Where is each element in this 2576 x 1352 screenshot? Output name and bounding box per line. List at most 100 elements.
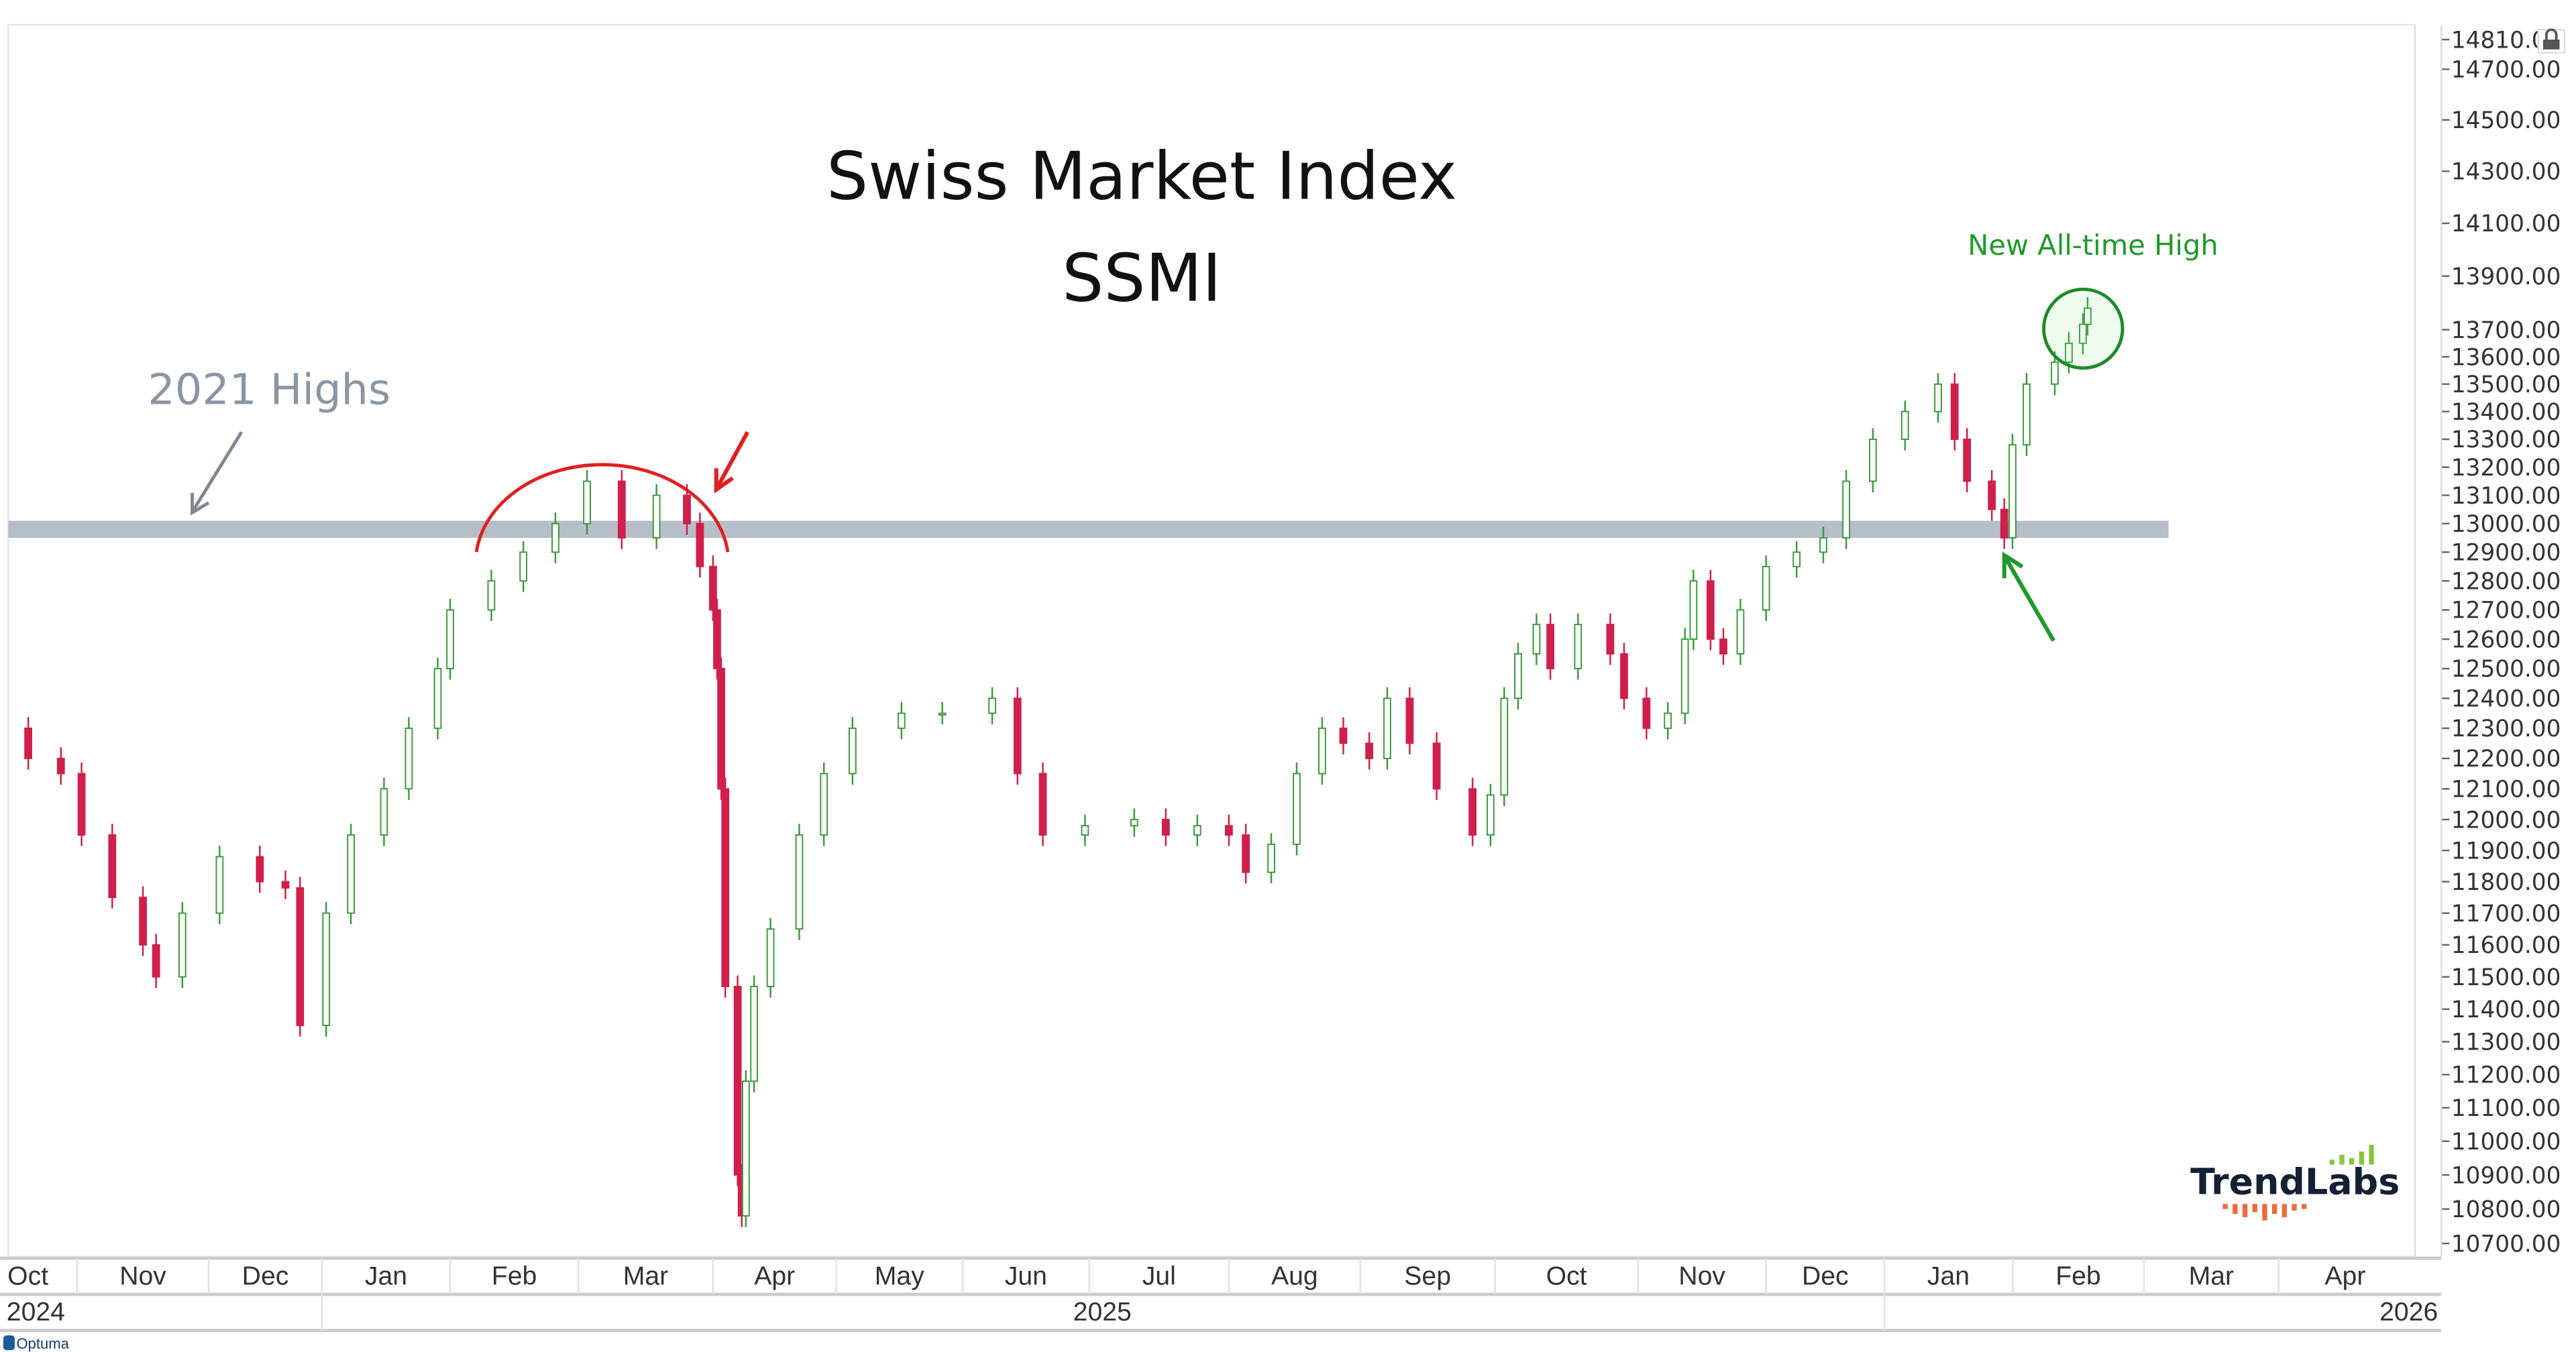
candle: [1365, 732, 1374, 770]
candle-body: [652, 494, 661, 539]
candle-body: [1500, 697, 1509, 796]
candle: [708, 555, 717, 622]
candle-body: [433, 668, 442, 729]
x-month-label: Oct: [1546, 1261, 1587, 1290]
candle: [1706, 569, 1715, 651]
candle-body: [2023, 383, 2031, 446]
candle: [1514, 642, 1522, 710]
x-month-label: Apr: [754, 1261, 795, 1290]
candle: [696, 512, 704, 578]
candle-body: [1339, 727, 1348, 744]
candle-body: [1486, 794, 1495, 836]
x-month-label: Feb: [492, 1261, 537, 1290]
candle-body: [1365, 742, 1374, 759]
candle-body: [795, 834, 804, 930]
ath-circle: [2042, 287, 2125, 370]
candle: [108, 824, 117, 909]
y-tick-label: 11100.00: [2451, 1095, 2561, 1122]
candle-body: [766, 928, 775, 988]
candle-body: [178, 912, 186, 978]
candle-body: [1689, 580, 1698, 640]
candle: [178, 902, 186, 989]
candle: [2000, 498, 2008, 549]
candle: [1950, 373, 1959, 451]
candle: [1013, 687, 1022, 785]
candle-body: [1514, 653, 1522, 699]
candle: [733, 975, 742, 1186]
candle: [1405, 687, 1414, 754]
y-tick-label: 14810.0: [2451, 27, 2546, 54]
candle-body: [152, 944, 160, 978]
y-tick-label: 13300.00: [2451, 427, 2561, 453]
candle-body: [2084, 307, 2092, 325]
candle: [2084, 297, 2092, 336]
candle: [1193, 814, 1201, 846]
y-tick-label: 11700.00: [2451, 901, 2561, 927]
candle-body: [1736, 609, 1745, 655]
candle: [1642, 687, 1651, 740]
lock-icon[interactable]: [2537, 28, 2566, 54]
candle: [617, 470, 626, 549]
candle: [1318, 717, 1326, 785]
candle: [519, 541, 528, 592]
candle: [1988, 470, 1996, 521]
x-axis: Oct Nov Dec Jan Feb Mar Apr May Jun Jul Aug Sep Oct N…: [0, 1256, 2576, 1333]
green-arrow-icon: [2002, 551, 2055, 642]
candle: [1574, 613, 1582, 680]
candle: [717, 657, 725, 800]
plot-area[interactable]: [7, 23, 2416, 1257]
candle-body: [1383, 697, 1391, 759]
candle: [56, 747, 65, 785]
candle: [1130, 808, 1138, 837]
candle-body: [1193, 825, 1201, 836]
x-month-label: Jul: [1142, 1261, 1176, 1290]
candle: [347, 824, 356, 925]
candle-body: [1706, 580, 1715, 640]
candle: [281, 870, 290, 899]
candle: [1869, 428, 1877, 493]
candle: [583, 470, 591, 535]
candle-body: [77, 773, 86, 836]
ath-label: New All-time High: [1968, 229, 2218, 262]
candle: [721, 777, 730, 998]
candle: [77, 763, 86, 846]
candle: [766, 917, 775, 998]
candle-body: [1013, 697, 1022, 775]
x-month-label: Aug: [1271, 1261, 1318, 1290]
x-month-label: Feb: [2055, 1261, 2101, 1290]
chart-title: Swiss Market Index: [826, 139, 1457, 215]
highs-band: [8, 520, 2169, 539]
candle-body: [741, 1080, 750, 1217]
candle-body: [1934, 383, 1942, 412]
y-tick-label: 14100.00: [2451, 211, 2561, 237]
candle: [24, 717, 32, 770]
svg-text:Optuma: Optuma: [16, 1335, 69, 1352]
candle: [1500, 687, 1509, 806]
optuma-logo: Optuma: [3, 1335, 70, 1352]
y-tick-label: 12900.00: [2451, 540, 2561, 567]
candle: [1038, 763, 1047, 846]
candle-body: [256, 856, 264, 883]
candle-body: [1038, 773, 1047, 836]
candle: [741, 1070, 750, 1227]
y-tick-label: 11600.00: [2451, 932, 2561, 959]
y-tick-label: 10800.00: [2451, 1196, 2561, 1223]
candle-body: [2008, 444, 2017, 539]
candle-body: [1242, 834, 1250, 873]
candle: [2008, 433, 2017, 549]
y-tick-label: 12700.00: [2451, 598, 2561, 624]
candle: [1081, 814, 1089, 846]
y-tick-label: 13600.00: [2451, 344, 2561, 371]
candle: [1842, 470, 1850, 549]
candle-body: [1869, 439, 1877, 482]
y-tick-label: 14300.00: [2451, 159, 2561, 186]
candle-body: [1546, 624, 1554, 669]
highs-arrow-icon: [191, 431, 244, 516]
candle-body: [1293, 773, 1301, 845]
y-tick-label: 11000.00: [2451, 1129, 2561, 1156]
candle: [380, 777, 388, 846]
candle-body: [708, 565, 717, 611]
candle: [750, 975, 758, 1092]
candle-body: [1081, 825, 1089, 836]
candle-body: [1130, 819, 1138, 827]
